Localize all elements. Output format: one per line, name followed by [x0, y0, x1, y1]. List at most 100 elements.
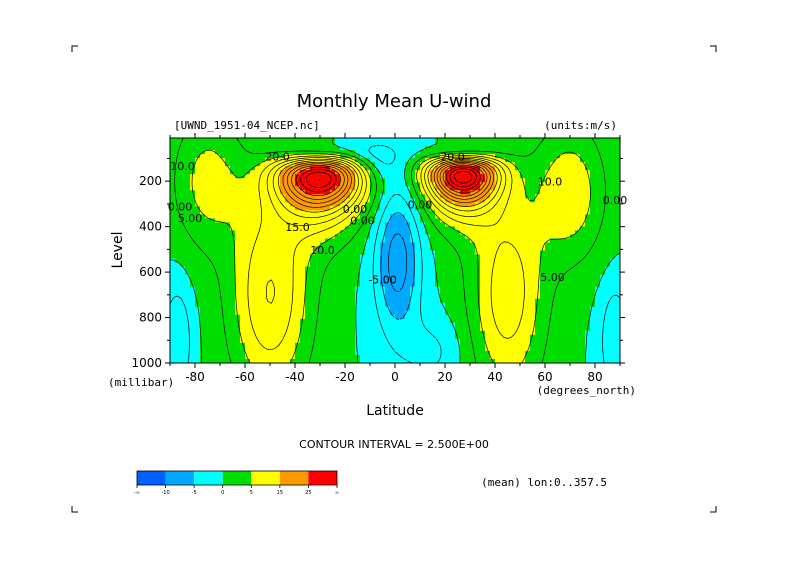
field-cell: [585, 234, 591, 239]
field-cell: [505, 158, 511, 163]
field-cell: [520, 194, 526, 199]
field-cell: [590, 250, 596, 255]
field-cell: [275, 242, 281, 247]
field-cell: [375, 150, 381, 155]
field-cell: [520, 210, 526, 215]
field-cell: [225, 302, 231, 308]
field-cell: [545, 282, 551, 287]
field-cell: [355, 234, 361, 239]
field-cell: [205, 310, 211, 316]
field-cell: [500, 350, 506, 356]
field-cell: [590, 294, 596, 300]
field-cell: [300, 254, 306, 259]
field-cell: [255, 190, 261, 195]
field-cell: [560, 242, 566, 247]
field-cell: [225, 234, 231, 239]
field-cell: [465, 146, 471, 151]
field-cell: [265, 354, 271, 360]
field-cell: [370, 218, 376, 223]
field-cell: [285, 230, 291, 235]
field-cell: [385, 206, 391, 211]
field-cell: [185, 258, 191, 263]
field-cell: [425, 198, 431, 203]
field-cell: [560, 198, 566, 203]
field-cell: [290, 214, 296, 219]
field-cell: [410, 218, 416, 223]
field-cell: [255, 250, 261, 255]
field-cell: [545, 266, 551, 271]
field-cell: [180, 194, 186, 199]
field-cell: [590, 310, 596, 316]
field-cell: [410, 274, 416, 279]
field-cell: [240, 290, 246, 295]
field-cell: [380, 226, 386, 231]
field-cell: [575, 326, 581, 332]
field-cell: [350, 326, 356, 332]
field-cell: [325, 242, 331, 247]
field-cell: [265, 302, 271, 308]
field-cell: [275, 238, 281, 243]
field-cell: [480, 182, 486, 187]
field-cell: [390, 254, 396, 259]
field-cell: [380, 266, 386, 271]
field-cell: [215, 306, 221, 312]
field-cell: [270, 322, 276, 328]
field-cell: [320, 290, 326, 295]
field-cell: [540, 146, 546, 151]
field-cell: [235, 210, 241, 215]
field-cell: [285, 286, 291, 291]
field-cell: [205, 270, 211, 275]
field-cell: [180, 318, 186, 324]
field-cell: [570, 182, 576, 187]
field-cell: [490, 186, 496, 191]
field-cell: [585, 198, 591, 203]
field-cell: [310, 326, 316, 332]
field-cell: [555, 186, 561, 191]
field-cell: [570, 330, 576, 336]
field-cell: [490, 230, 496, 235]
field-cell: [580, 138, 586, 143]
field-cell: [425, 294, 431, 300]
field-cell: [605, 150, 611, 155]
field-cell: [615, 182, 620, 187]
field-cell: [295, 338, 301, 344]
field-cell: [280, 274, 286, 279]
field-cell: [555, 190, 561, 195]
field-cell: [235, 158, 241, 163]
field-cell: [175, 274, 181, 279]
field-cell: [395, 318, 401, 324]
field-cell: [190, 274, 196, 279]
field-cell: [480, 338, 486, 344]
field-cell: [600, 230, 606, 235]
field-cell: [250, 346, 256, 352]
field-cell: [365, 334, 371, 340]
field-cell: [400, 230, 406, 235]
field-cell: [325, 238, 331, 243]
field-cell: [185, 266, 191, 271]
field-cell: [360, 338, 366, 344]
field-cell: [330, 286, 336, 291]
field-cell: [335, 138, 341, 143]
field-cell: [170, 310, 176, 316]
field-cell: [530, 210, 536, 215]
field-cell: [410, 158, 416, 163]
field-cell: [315, 146, 321, 151]
field-cell: [310, 146, 316, 151]
field-cell: [420, 250, 426, 255]
field-cell: [325, 354, 331, 360]
field-cell: [530, 146, 536, 151]
field-cell: [520, 306, 526, 312]
field-cell: [325, 146, 331, 151]
field-cell: [355, 154, 361, 159]
field-cell: [310, 202, 316, 207]
field-cell: [545, 326, 551, 332]
field-cell: [300, 266, 306, 271]
field-cell: [540, 282, 546, 287]
field-cell: [280, 158, 286, 163]
field-cell: [285, 146, 291, 151]
field-cell: [350, 146, 356, 151]
field-cell: [205, 174, 211, 179]
field-cell: [560, 270, 566, 275]
field-cell: [565, 162, 571, 167]
